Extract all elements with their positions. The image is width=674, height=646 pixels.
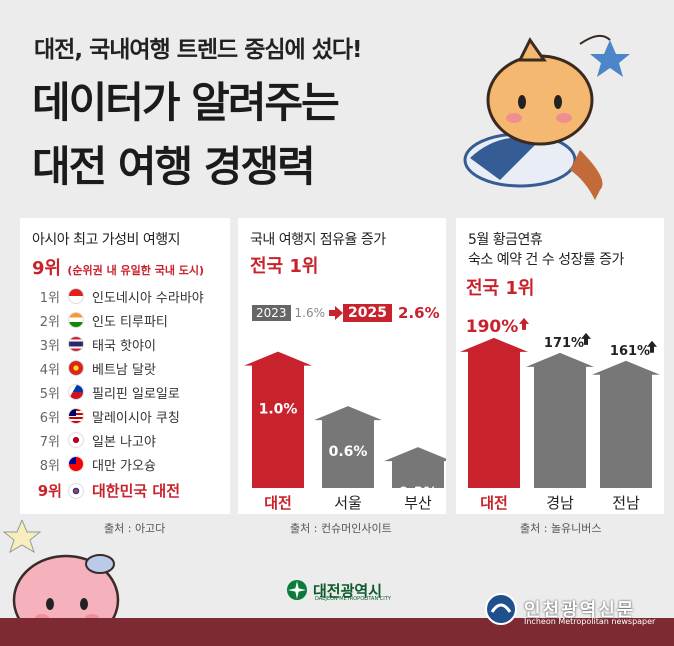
panel1-title: 아시아 최고 가성비 여행지 bbox=[32, 232, 181, 248]
category-label: 대전 bbox=[480, 494, 508, 512]
bar-대전 bbox=[460, 337, 528, 488]
incheon-emblem-icon bbox=[485, 593, 517, 625]
list-item: 5위 필리핀 일로일로 bbox=[34, 380, 204, 404]
rank-name: 베트남 달랏 bbox=[92, 362, 156, 378]
list-item: 4위 베트남 달랏 bbox=[34, 356, 204, 380]
panel3-source: 출처 : 놀유니버스 bbox=[520, 522, 602, 535]
incheon-logo-en: Incheon Metropolitan newspaper bbox=[524, 617, 656, 626]
panel2-source: 출처 : 컨슈머인사이트 bbox=[290, 522, 392, 535]
bar-부산 bbox=[384, 447, 446, 488]
daejeon-logo-text: 대전광역시 bbox=[313, 581, 383, 600]
bar-value-label: 190% bbox=[466, 317, 519, 337]
vietnam-flag-icon bbox=[68, 360, 84, 376]
mascot-rocket-icon bbox=[463, 34, 630, 200]
year-from: 2023 bbox=[252, 305, 291, 321]
rank-num: 9위 bbox=[37, 482, 62, 500]
panel1-source: 출처 : 아고다 bbox=[104, 522, 166, 535]
rank-name: 인도네시아 수라바야 bbox=[92, 290, 204, 306]
panel-booking-growth: 5월 황금연휴 숙소 예약 건 수 성장률 증가 전국 1위 190% 대전 171… bbox=[456, 218, 664, 514]
korea-flag-icon bbox=[68, 482, 84, 499]
up-arrow-icon bbox=[647, 340, 657, 353]
list-item: 3위 태국 핫야이 bbox=[34, 332, 204, 356]
panel2-rank: 전국 1위 bbox=[250, 256, 319, 277]
thailand-flag-icon bbox=[68, 336, 84, 352]
panel3-title-line1: 5월 황금연휴 bbox=[468, 232, 543, 248]
india-flag-icon bbox=[68, 312, 84, 328]
incheon-logo-text: 인천광역신문 bbox=[524, 600, 636, 621]
bar-value-label: 0.6% bbox=[329, 444, 368, 460]
incheon-newspaper-logo: 인천광역신문 Incheon Metropolitan newspaper bbox=[484, 592, 655, 626]
year-to: 2025 bbox=[343, 304, 393, 322]
footer-bar bbox=[0, 618, 674, 646]
panel3-title: 5월 황금연휴 숙소 예약 건 수 성장률 증가 bbox=[468, 230, 624, 270]
list-item-highlight: 9위 대한민국 대전 bbox=[34, 480, 180, 501]
category-label: 부산 bbox=[404, 494, 432, 512]
header-title-line2: 대전 여행 경쟁력 bbox=[32, 142, 316, 191]
share-bar-chart: 1.0% 대전 0.6% 서울 0.3%부산 bbox=[244, 351, 446, 512]
list-item: 1위 인도네시아 수라바야 bbox=[34, 284, 204, 308]
list-item: 8위 대만 가오슝 bbox=[34, 452, 204, 476]
rank-name: 필리핀 일로일로 bbox=[92, 386, 180, 402]
panel-market-share: 국내 여행지 점유율 증가 전국 1위 2023 1.6% 2025 2.6% … bbox=[238, 218, 446, 514]
rank-num: 2위 bbox=[39, 314, 60, 330]
indonesia-flag-icon bbox=[68, 288, 84, 304]
philippines-flag-icon bbox=[68, 384, 84, 400]
taiwan-flag-icon bbox=[68, 456, 84, 472]
rank-num: 5위 bbox=[39, 386, 60, 402]
daejeon-logo-en: DAEJEON METROPOLITAN CITY bbox=[315, 596, 391, 602]
panel3-rank: 전국 1위 bbox=[466, 278, 535, 299]
arrow-right-icon bbox=[335, 306, 344, 320]
bar-서울 bbox=[314, 406, 382, 488]
bar-value-label: 161% bbox=[610, 344, 650, 359]
header-title-line1: 데이터가 알려주는 bbox=[32, 78, 340, 127]
up-arrow-icon bbox=[581, 332, 591, 345]
rank-num: 1위 bbox=[39, 290, 60, 306]
list-item: 2위 인도 티루파티 bbox=[34, 308, 204, 332]
year-comparison: 2023 1.6% 2025 2.6% bbox=[252, 304, 440, 322]
rank-name: 대만 가오슝 bbox=[92, 458, 156, 474]
rank-name: 말레이시아 쿠칭 bbox=[92, 410, 180, 426]
category-label: 경남 bbox=[546, 494, 574, 512]
category-label: 대전 bbox=[264, 494, 292, 512]
bar-value-label: 1.0% bbox=[259, 402, 298, 418]
rank-num: 3위 bbox=[39, 338, 60, 354]
year-to-value: 2.6% bbox=[398, 304, 440, 322]
daejeon-emblem-icon bbox=[287, 580, 307, 600]
category-label: 서울 bbox=[334, 494, 362, 512]
rank-num: 4위 bbox=[39, 362, 60, 378]
panel1-rank-note: (순위권 내 유일한 국내 도시) bbox=[67, 264, 205, 277]
year-from-value: 1.6% bbox=[294, 306, 326, 320]
panel3-title-line2: 숙소 예약 건 수 성장률 증가 bbox=[468, 252, 624, 268]
rank-num: 8위 bbox=[39, 458, 60, 474]
arrow-shaft-icon bbox=[329, 310, 336, 316]
bar-전남 bbox=[592, 360, 660, 488]
bar-value-label: 0.3% bbox=[399, 485, 438, 501]
panel1-rank: 9위 (순위권 내 유일한 국내 도시) bbox=[32, 254, 204, 280]
rank-name: 태국 핫야이 bbox=[92, 338, 156, 354]
up-arrow-icon bbox=[519, 317, 529, 330]
panel-value-destinations: 아시아 최고 가성비 여행지 9위 (순위권 내 유일한 국내 도시) 1위 인… bbox=[20, 218, 230, 514]
rank-name: 일본 나고야 bbox=[92, 434, 156, 450]
malaysia-flag-icon bbox=[68, 408, 84, 424]
growth-bar-chart: 190% 대전 171% 경남 161% 전남 bbox=[460, 317, 660, 512]
rank-num: 6위 bbox=[39, 410, 60, 426]
list-item: 6위 말레이시아 쿠칭 bbox=[34, 404, 204, 428]
list-item: 7위 일본 나고야 bbox=[34, 428, 204, 452]
ranking-list: 1위 인도네시아 수라바야 2위 인도 티루파티 3위 태국 핫야이 4위 베트… bbox=[34, 284, 204, 476]
rank-num: 7위 bbox=[39, 434, 60, 450]
japan-flag-icon bbox=[68, 432, 84, 448]
panel1-rank-big: 9위 bbox=[32, 258, 62, 279]
bar-대전 bbox=[244, 351, 312, 488]
rank-name: 대한민국 대전 bbox=[92, 482, 181, 500]
daejeon-logo: 대전광역시 DAEJEON METROPOLITAN CITY bbox=[285, 578, 391, 602]
rank-name: 인도 티루파티 bbox=[92, 314, 168, 330]
bar-value-label: 171% bbox=[544, 336, 584, 351]
category-label: 전남 bbox=[612, 494, 640, 512]
header-subtitle: 대전, 국내여행 트렌드 중심에 섰다! bbox=[34, 37, 362, 63]
bar-경남 bbox=[526, 352, 594, 488]
panel2-title: 국내 여행지 점유율 증가 bbox=[250, 232, 386, 248]
